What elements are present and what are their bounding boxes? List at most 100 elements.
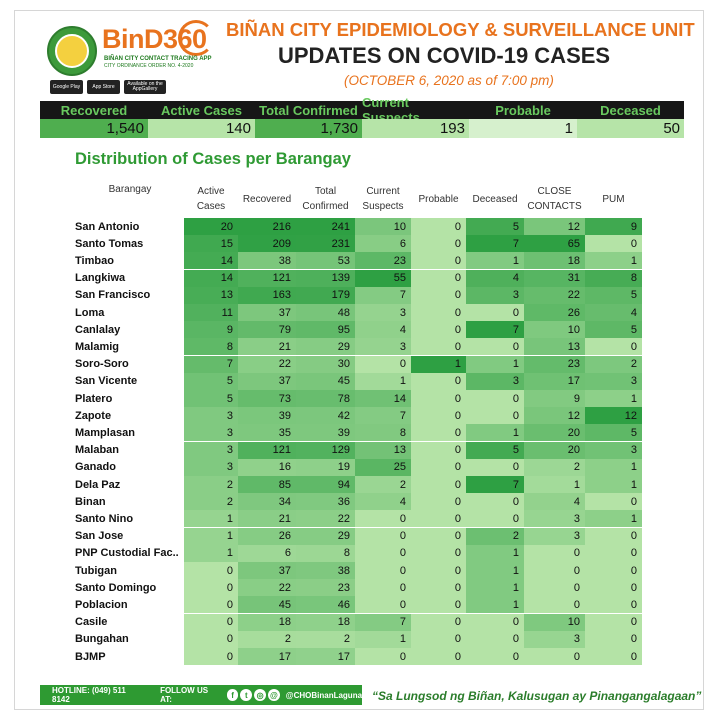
barangay-name: Poblacion xyxy=(75,598,128,611)
cell-current-suspects: 7 xyxy=(355,407,411,425)
cell-pum: 9 xyxy=(585,218,642,235)
cell-close-contacts: 17 xyxy=(524,372,585,390)
cell-probable: 0 xyxy=(411,562,466,579)
cell-active-cases: 0 xyxy=(184,596,238,614)
cell-probable: 0 xyxy=(411,304,466,321)
cell-close-contacts: 2 xyxy=(524,458,585,476)
summary-label-deceased: Deceased xyxy=(577,101,684,119)
cell-recovered: 39 xyxy=(238,407,296,425)
follow-text: FOLLOW US AT: xyxy=(160,686,209,704)
cell-active-cases: 3 xyxy=(184,424,238,442)
twitter-icon[interactable]: t xyxy=(240,689,253,701)
cell-deceased: 0 xyxy=(466,648,524,665)
cell-current-suspects: 0 xyxy=(355,579,411,597)
summary-value-deceased: 50 xyxy=(577,119,684,138)
cell-deceased: 0 xyxy=(466,510,524,528)
cell-active-cases: 8 xyxy=(184,338,238,356)
summary-value-recovered: 1,540 xyxy=(40,119,148,138)
cell-recovered: 21 xyxy=(238,510,296,528)
cell-pum: 1 xyxy=(585,252,642,270)
cell-recovered: 34 xyxy=(238,493,296,511)
google-play-badge[interactable]: Google Play xyxy=(50,80,83,94)
barangay-name: San Jose xyxy=(75,530,124,543)
cell-pum: 0 xyxy=(585,493,642,511)
cell-close-contacts: 23 xyxy=(524,355,585,373)
cell-current-suspects: 7 xyxy=(355,613,411,631)
cell-close-contacts: 26 xyxy=(524,304,585,321)
cell-active-cases: 9 xyxy=(184,321,238,339)
barangay-name: Langkiwa xyxy=(75,272,126,285)
cell-recovered: 6 xyxy=(238,544,296,562)
instagram-icon[interactable]: ◎ xyxy=(254,689,266,701)
barangay-name: BJMP xyxy=(75,650,106,663)
cell-pum: 0 xyxy=(585,630,642,648)
cell-recovered: 45 xyxy=(238,596,296,614)
barangay-name: San Francisco xyxy=(75,289,151,302)
cell-active-cases: 0 xyxy=(184,579,238,597)
unit-title: BIÑAN CITY EPIDEMIOLOGY & SURVEILLANCE U… xyxy=(226,19,695,40)
cell-probable: 0 xyxy=(411,476,466,493)
poster-frame xyxy=(14,10,704,710)
cell-current-suspects: 2 xyxy=(355,476,411,493)
cell-close-contacts: 65 xyxy=(524,235,585,253)
barangay-name: Binan xyxy=(75,495,106,508)
cell-probable: 0 xyxy=(411,630,466,648)
cell-total-confirmed: 46 xyxy=(296,596,355,614)
cell-deceased: 1 xyxy=(466,355,524,373)
cell-pum: 2 xyxy=(585,355,642,373)
barangay-name: Platero xyxy=(75,392,113,405)
cell-close-contacts: 3 xyxy=(524,527,585,545)
barangay-name: San Vicente xyxy=(75,375,138,388)
cell-active-cases: 2 xyxy=(184,493,238,511)
app-gallery-badge[interactable]: Available on the AppGallery xyxy=(124,80,166,94)
barangay-name: Dela Paz xyxy=(75,478,121,491)
cell-deceased: 0 xyxy=(466,493,524,511)
city-seal-logo xyxy=(47,26,97,76)
cell-total-confirmed: 48 xyxy=(296,304,355,321)
cell-close-contacts: 3 xyxy=(524,630,585,648)
hotline-text: HOTLINE: (049) 511 8142 xyxy=(52,686,126,704)
at-icon[interactable]: @ xyxy=(268,689,280,701)
cell-close-contacts: 12 xyxy=(524,218,585,235)
cell-total-confirmed: 38 xyxy=(296,562,355,579)
cell-pum: 1 xyxy=(585,476,642,493)
brand-subtitle: BIÑAN CITY CONTACT TRACING APP xyxy=(104,56,212,62)
distribution-title: Distribution of Cases per Barangay xyxy=(75,150,351,168)
barangay-name: Loma xyxy=(75,306,105,319)
cell-probable: 0 xyxy=(411,235,466,253)
cell-probable: 0 xyxy=(411,390,466,407)
column-header-probable: Probable xyxy=(418,193,459,205)
column-header-close-contacts: CLOSE CONTACTS xyxy=(527,186,582,212)
cell-active-cases: 13 xyxy=(184,286,238,304)
barangay-name: Santo Tomas xyxy=(75,237,144,250)
cell-recovered: 22 xyxy=(238,579,296,597)
cell-recovered: 79 xyxy=(238,321,296,339)
cell-current-suspects: 55 xyxy=(355,269,411,287)
cell-recovered: 2 xyxy=(238,630,296,648)
cell-active-cases: 14 xyxy=(184,269,238,287)
app-store-badge[interactable]: App Store xyxy=(87,80,120,94)
summary-label-active-cases: Active Cases xyxy=(148,101,255,119)
cell-pum: 5 xyxy=(585,286,642,304)
cell-current-suspects: 0 xyxy=(355,596,411,614)
cell-deceased: 5 xyxy=(466,218,524,235)
barangay-name: Timbao xyxy=(75,254,114,267)
summary-label-probable: Probable xyxy=(469,101,577,119)
cell-close-contacts: 0 xyxy=(524,579,585,597)
cell-pum: 0 xyxy=(585,338,642,356)
cell-close-contacts: 12 xyxy=(524,407,585,425)
summary-value-total-confirmed: 1,730 xyxy=(255,119,362,138)
cell-pum: 1 xyxy=(585,458,642,476)
cell-probable: 0 xyxy=(411,527,466,545)
cell-deceased: 0 xyxy=(466,407,524,425)
cell-active-cases: 1 xyxy=(184,544,238,562)
cell-deceased: 3 xyxy=(466,286,524,304)
cell-pum: 5 xyxy=(585,424,642,442)
cell-pum: 0 xyxy=(585,648,642,665)
cell-active-cases: 3 xyxy=(184,458,238,476)
cell-deceased: 0 xyxy=(466,458,524,476)
cell-probable: 0 xyxy=(411,510,466,528)
cell-probable: 0 xyxy=(411,458,466,476)
social-handle[interactable]: @CHOBinanLaguna xyxy=(285,690,363,700)
facebook-icon[interactable]: f xyxy=(226,689,239,701)
